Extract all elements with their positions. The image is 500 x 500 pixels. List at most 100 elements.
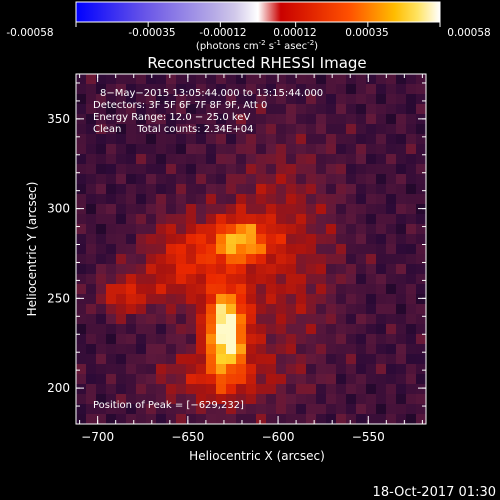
heatmap-cell [116,384,127,395]
heatmap-cell [366,244,377,255]
heatmap-cell [166,284,177,295]
colorbar: -0.00058 -0.00035 -0.00012 0.00012 0.000… [6,1,491,52]
heatmap-cell [186,104,197,115]
heatmap-cell [106,254,117,265]
heatmap-cell [416,234,427,245]
heatmap-cell [416,384,427,395]
heatmap-cell [286,394,297,405]
heatmap-cell [306,164,317,175]
heatmap-cell [276,264,287,275]
heatmap-cell [216,204,227,215]
heatmap-cell [236,154,247,165]
heatmap-cell [356,344,367,355]
heatmap-cell [76,144,87,155]
heatmap-cell [126,234,137,245]
heatmap-cell [196,234,207,245]
heatmap-cell [76,324,87,335]
heatmap-cell [76,84,87,95]
heatmap-cell [116,244,127,255]
heatmap-cell [196,104,207,115]
heatmap-cell [306,214,317,225]
heatmap-cell [346,194,357,205]
heatmap-cell [326,374,337,385]
heatmap-cell [106,154,117,165]
heatmap-cell [306,184,317,195]
heatmap-cell [286,134,297,145]
heatmap-cell [316,154,327,165]
heatmap-cell [266,134,277,145]
heatmap-cell [316,304,327,315]
heatmap-cell [206,314,217,325]
heatmap-cell [276,274,287,285]
heatmap-cell [186,264,197,275]
heatmap-cell [176,354,187,365]
heatmap-cell [226,374,237,385]
heatmap-cell [176,274,187,285]
heatmap-cell [376,214,387,225]
heatmap-cell [356,74,367,85]
heatmap-cell [166,134,177,145]
heatmap-cell [316,84,327,95]
heatmap-cell [216,124,227,135]
heatmap-cell [406,214,417,225]
heatmap-cell [206,114,217,125]
heatmap-cell [156,94,167,105]
heatmap-cell [406,74,417,85]
heatmap-cell [286,174,297,185]
heatmap-cell [276,394,287,405]
heatmap-cell [366,414,377,425]
heatmap-cell [406,244,417,255]
heatmap-cell [206,204,217,215]
heatmap-cell [216,194,227,205]
heatmap-cell [116,94,127,105]
heatmap-cell [146,134,157,145]
heatmap-cell [166,384,177,395]
heatmap-cell [356,334,367,345]
heatmap-cell [216,294,227,305]
x-axis-label: Heliocentric X (arcsec) [189,449,325,463]
heatmap-cell [406,404,417,415]
heatmap-cell [166,314,177,325]
heatmap-cell [326,234,337,245]
heatmap-cell [156,134,167,145]
heatmap-cell [126,144,137,155]
heatmap-cell [196,374,207,385]
heatmap-cell [126,294,137,305]
heatmap-cell [406,144,417,155]
heatmap-cell [196,334,207,345]
heatmap-cell [166,224,177,235]
heatmap-cell [106,194,117,205]
heatmap-cell [106,324,117,335]
heatmap-cell [406,184,417,195]
heatmap-cell [316,404,327,415]
heatmap-cell [126,204,137,215]
heatmap-cell [96,334,107,345]
heatmap-cell [376,354,387,365]
heatmap-cell [156,294,167,305]
heatmap-cell [406,364,417,375]
heatmap-cell [366,124,377,135]
heatmap-cell [166,404,177,415]
heatmap-cell [296,374,307,385]
heatmap-cell [226,324,237,335]
heatmap-cell [216,354,227,365]
heatmap-cell [126,134,137,145]
heatmap-cell [96,344,107,355]
heatmap-cell [206,84,217,95]
heatmap-cell [386,104,397,115]
heatmap-cell [276,414,287,425]
heatmap-cell [356,94,367,105]
heatmap-cell [286,234,297,245]
heatmap-cell [346,304,357,315]
heatmap-cell [96,284,107,295]
heatmap-cell [406,334,417,345]
heatmap-cell [256,274,267,285]
heatmap-cell [226,164,237,175]
heatmap-cell [176,234,187,245]
heatmap-cell [256,144,267,155]
heatmap-cell [266,404,277,415]
heatmap-cell [276,354,287,365]
heatmap-cell [106,124,117,135]
heatmap-cell [136,144,147,155]
colorbar-tick-label: -0.00058 [6,27,53,39]
